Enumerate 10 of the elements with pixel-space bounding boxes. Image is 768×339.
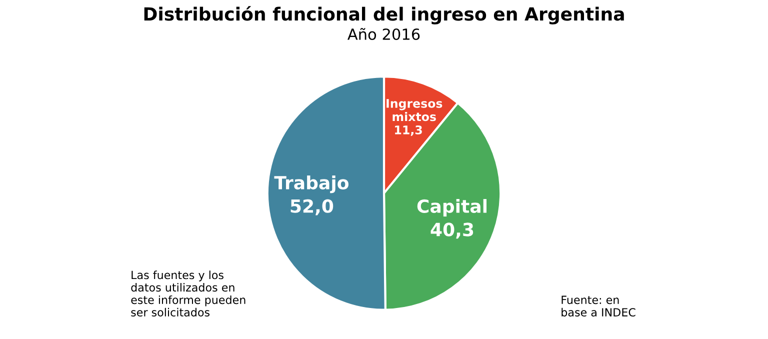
data-label: 11,3 xyxy=(395,125,422,136)
chart-subtitle: Año 2016 xyxy=(348,28,420,40)
source-note: Fuente: en base a INDEC xyxy=(562,296,636,317)
slice-label: Ingresos mixtos xyxy=(386,99,442,122)
text: Las fuentes y los datos utilizados en este informe pueden ser solicitados xyxy=(131,270,246,317)
data-label: 52,0 xyxy=(290,199,334,216)
data-label: 40,3 xyxy=(430,222,474,239)
chart-title: Distribución funcional del ingreso en Argentina xyxy=(144,6,624,24)
slice-label: Capital xyxy=(417,199,487,217)
slice-label: Trabajo xyxy=(274,176,348,194)
